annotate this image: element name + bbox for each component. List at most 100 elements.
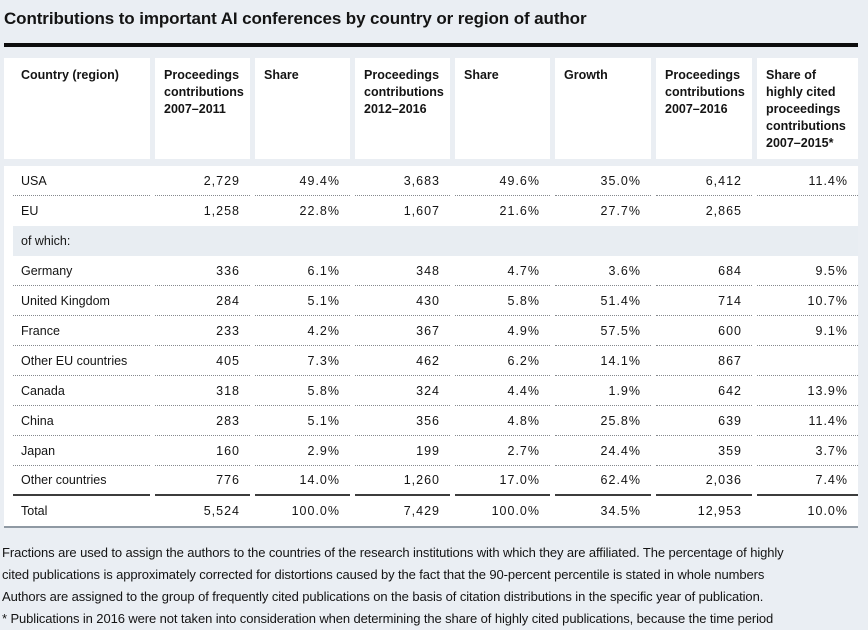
cell-value: 10.0% — [807, 504, 848, 518]
cell-value: 3.6% — [555, 256, 651, 286]
cell-value: 284 — [155, 286, 250, 316]
cell-value: 867 — [656, 346, 752, 376]
table-row: Japan 160 2.9% 199 2.7% 24.4% 359 3.7% — [4, 436, 858, 466]
cell-value: 22.8% — [299, 204, 340, 218]
column-header: Proceedings contributions 2007–2011 — [155, 58, 250, 159]
cell-value: 7,429 — [403, 504, 440, 518]
cell-value: 6,412 — [656, 166, 752, 196]
column-header: Share — [255, 58, 350, 159]
cell-value: 642 — [656, 376, 752, 406]
table-row: United Kingdom 284 5.1% 430 5.8% 51.4% 714 10.7… — [4, 286, 858, 316]
section-label: of which: — [13, 226, 858, 256]
cell-value: 348 — [355, 256, 450, 286]
table-header: Country (region) Proceedings contribution… — [4, 58, 858, 159]
cell-value: 13.9% — [757, 376, 858, 406]
cell-value: 5.1% — [255, 286, 350, 316]
cell-value: 24.4% — [555, 436, 651, 466]
row-label: Total — [21, 504, 48, 518]
row-label: Japan — [13, 436, 150, 466]
cell-value: 462 — [355, 346, 450, 376]
cell-value: 49.4% — [255, 166, 350, 196]
cell-value: 2.7% — [455, 436, 550, 466]
cell-value: 14.0% — [255, 466, 350, 496]
cell-value: 4.2% — [255, 316, 350, 346]
column-header: Growth — [555, 58, 651, 159]
cell-value: 600 — [656, 316, 752, 346]
cell-value: 100.0% — [491, 504, 540, 518]
cell-value: 11.4% — [757, 166, 858, 196]
cell-value: 1,607 — [403, 204, 440, 218]
cell-value: 4.7% — [455, 256, 550, 286]
row-label: Other EU countries — [13, 346, 150, 376]
cell-value: 5.1% — [255, 406, 350, 436]
cell-value: 776 — [155, 466, 250, 496]
cell-value: 7.4% — [757, 466, 858, 496]
table-row: Germany 336 6.1% 348 4.7% 3.6% 684 9.5% — [4, 256, 858, 286]
cell-value: 4.4% — [455, 376, 550, 406]
cell-value: 714 — [656, 286, 752, 316]
table-section-row: of which: — [4, 226, 858, 256]
table-row: EU 1,258 22.8% 1,607 21.6% 27.7% 2,865 — [4, 196, 858, 226]
cell-value: 25.8% — [555, 406, 651, 436]
cell-value: 21.6% — [499, 204, 540, 218]
cell-value: 3,683 — [355, 166, 450, 196]
cell-value: 283 — [155, 406, 250, 436]
table-row: USA 2,729 49.4% 3,683 49.6% 35.0% 6,412 11.4% — [4, 166, 858, 196]
column-header: Share — [455, 58, 550, 159]
row-label: France — [13, 316, 150, 346]
cell-value: 2,865 — [705, 204, 742, 218]
cell-value: 1,258 — [203, 204, 240, 218]
cell-value: 336 — [155, 256, 250, 286]
cell-value: 6.1% — [255, 256, 350, 286]
cell-value: 405 — [155, 346, 250, 376]
cell-value: 9.5% — [757, 256, 858, 286]
row-label: Germany — [13, 256, 150, 286]
column-header: Share of highly cited proceedings contri… — [757, 58, 858, 159]
cell-value: 233 — [155, 316, 250, 346]
cell-value: 27.7% — [600, 204, 641, 218]
row-label: Canada — [13, 376, 150, 406]
table-row: Total 5,524 100.0% 7,429 100.0% 34.5% 12,953 10… — [4, 496, 858, 526]
cell-value: 9.1% — [757, 316, 858, 346]
cell-value: 6.2% — [455, 346, 550, 376]
cell-value: 3.7% — [757, 436, 858, 466]
row-label: China — [13, 406, 150, 436]
cell-value: 367 — [355, 316, 450, 346]
cell-value: 5.8% — [455, 286, 550, 316]
cell-value: 2,729 — [155, 166, 250, 196]
column-header: Country (region) — [4, 58, 150, 159]
cell-value: 17.0% — [455, 466, 550, 496]
cell-value: 5,524 — [203, 504, 240, 518]
row-label: EU — [21, 204, 39, 218]
figure-root: Contributions to important AI conference… — [0, 8, 868, 630]
column-header: Proceedings contributions 2012–2016 — [355, 58, 450, 159]
table-body: USA 2,729 49.4% 3,683 49.6% 35.0% 6,412 11.4% EU… — [4, 166, 858, 528]
cell-value: 430 — [355, 286, 450, 316]
cell-value: 51.4% — [555, 286, 651, 316]
table-row: Canada 318 5.8% 324 4.4% 1.9% 642 13.9% — [4, 376, 858, 406]
cell-value: 359 — [656, 436, 752, 466]
cell-value: 684 — [656, 256, 752, 286]
cell-value: 49.6% — [455, 166, 550, 196]
cell-value: 356 — [355, 406, 450, 436]
cell-value: 199 — [355, 436, 450, 466]
table-row: Other countries 776 14.0% 1,260 17.0% 62.4% 2,… — [4, 466, 858, 496]
cell-value — [757, 346, 858, 376]
cell-value: 14.1% — [555, 346, 651, 376]
cell-value: 35.0% — [555, 166, 651, 196]
cell-value: 57.5% — [555, 316, 651, 346]
cell-value: 2.9% — [255, 436, 350, 466]
cell-value: 4.9% — [455, 316, 550, 346]
cell-value: 4.8% — [455, 406, 550, 436]
cell-value: 11.4% — [757, 406, 858, 436]
row-label: USA — [13, 166, 150, 196]
table-row: China 283 5.1% 356 4.8% 25.8% 639 11.4% — [4, 406, 858, 436]
footnote-line: cited publications is approximately corr… — [2, 567, 765, 582]
footnotes: Fractions are used to assign the authors… — [2, 542, 868, 630]
cell-value: 12,953 — [697, 504, 742, 518]
cell-value: 62.4% — [555, 466, 651, 496]
column-header: Proceedings contributions 2007–2016 — [656, 58, 752, 159]
cell-value: 2,036 — [656, 466, 752, 496]
table-row: Other EU countries 405 7.3% 462 6.2% 14.1% 867 — [4, 346, 858, 376]
cell-value: 7.3% — [255, 346, 350, 376]
